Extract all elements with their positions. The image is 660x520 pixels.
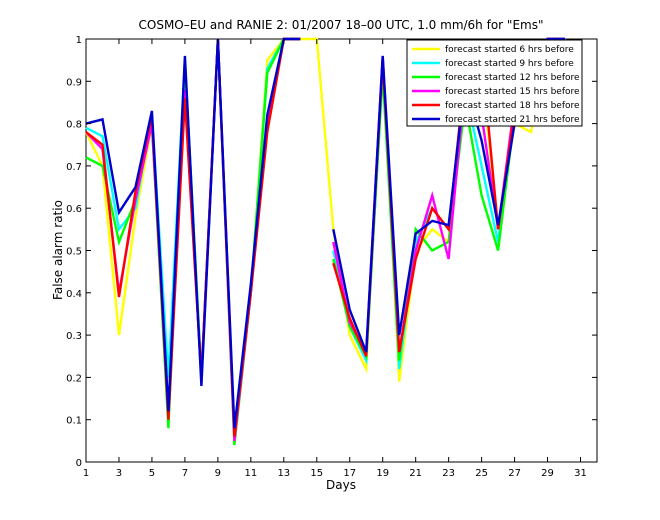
y-tick-label: 0.2 xyxy=(66,373,82,384)
chart-title: COSMO–EU and RANIE 2: 01/2007 18–00 UTC,… xyxy=(139,18,544,32)
y-tick-label: 0.1 xyxy=(66,416,82,427)
legend: forecast started 6 hrs before forecast st… xyxy=(406,39,583,127)
y-tick-label: 0.3 xyxy=(66,331,82,342)
x-tick-label: 7 xyxy=(182,468,188,479)
y-tick-label: 0.9 xyxy=(66,77,82,88)
legend-entry: forecast started 6 hrs before xyxy=(445,45,574,55)
y-axis-label: False alarm ratio xyxy=(51,200,65,300)
x-tick-label: 21 xyxy=(409,468,422,479)
x-tick-label: 5 xyxy=(149,468,155,479)
y-tick-label: 0.8 xyxy=(66,120,82,131)
x-tick-label: 13 xyxy=(277,468,290,479)
x-tick-label: 23 xyxy=(442,468,455,479)
x-tick-label: 31 xyxy=(574,468,587,479)
y-tick-label: 0.5 xyxy=(66,247,82,258)
y-tick-label: 0.6 xyxy=(66,204,82,215)
x-axis-label: Days xyxy=(326,478,356,492)
legend-items: forecast started 6 hrs before forecast st… xyxy=(412,45,580,125)
ticks-layer: 1 3 5 7 9 11 13 15 17 19 21 23 25 27 29 3100.10.20.30.4… xyxy=(66,35,597,479)
x-tick-label: 11 xyxy=(244,468,257,479)
x-tick-label: 27 xyxy=(508,468,521,479)
x-tick-label: 17 xyxy=(343,468,356,479)
x-tick-label: 1 xyxy=(83,468,89,479)
y-tick-label: 1 xyxy=(76,35,82,46)
x-tick-label: 3 xyxy=(116,468,122,479)
legend-entry: forecast started 21 hrs before xyxy=(445,115,580,125)
legend-entry: forecast started 12 hrs before xyxy=(445,73,580,83)
x-tick-label: 29 xyxy=(541,468,554,479)
legend-box xyxy=(406,39,583,127)
x-tick-label: 25 xyxy=(475,468,488,479)
legend-entry: forecast started 18 hrs before xyxy=(445,101,580,111)
legend-entry: forecast started 9 hrs before xyxy=(445,59,574,69)
y-tick-label: 0 xyxy=(76,458,82,469)
y-tick-label: 0.4 xyxy=(66,289,82,300)
x-tick-label: 15 xyxy=(310,468,323,479)
legend-entry: forecast started 15 hrs before xyxy=(445,87,580,97)
x-tick-label: 9 xyxy=(215,468,221,479)
x-tick-label: 19 xyxy=(376,468,389,479)
y-tick-label: 0.7 xyxy=(66,162,82,173)
